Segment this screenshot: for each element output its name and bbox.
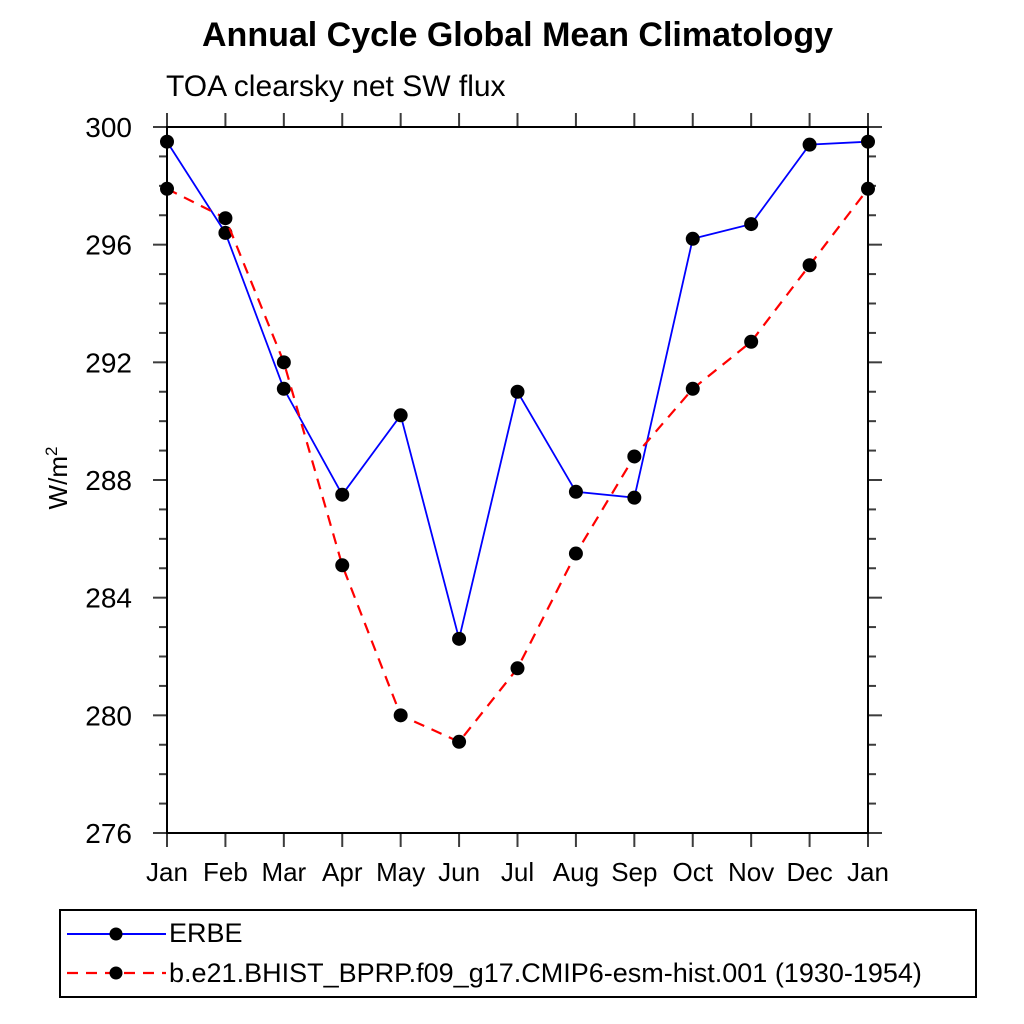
axis-ticks — [153, 113, 882, 847]
x-tick-label: Feb — [203, 857, 248, 887]
y-tick-label: 276 — [85, 818, 132, 849]
data-point-marker — [685, 231, 700, 246]
data-point-marker — [802, 258, 817, 273]
data-point-marker — [160, 181, 174, 196]
x-tick-label: Apr — [322, 857, 363, 887]
data-point-marker — [861, 181, 875, 196]
data-point-marker — [510, 661, 525, 676]
data-point-marker — [568, 484, 583, 499]
legend-item-model: b.e21.BHIST_BPRP.f09_g17.CMIP6-esm-hist.… — [65, 958, 975, 989]
data-point-marker — [276, 355, 291, 370]
dashed-series-line — [166, 187, 869, 744]
data-point-marker — [685, 381, 700, 396]
x-tick-label: Mar — [261, 857, 306, 887]
legend-marker-dot — [109, 966, 123, 980]
x-tick-label: May — [376, 857, 425, 887]
x-tick-labels: Jan Feb Mar Apr May Jun Jul Aug Sep Oct Nov Dec Jan — [146, 857, 889, 887]
y-tick-label: 292 — [85, 347, 132, 378]
series-model — [160, 181, 875, 749]
plot-frame — [166, 126, 869, 834]
legend-label-model: b.e21.BHIST_BPRP.f09_g17.CMIP6-esm-hist.… — [169, 957, 922, 988]
y-tick-label: 288 — [85, 465, 132, 496]
data-point-marker — [452, 631, 467, 646]
data-point-marker — [744, 217, 759, 232]
legend-swatch-model — [67, 966, 166, 980]
y-tick-labels: 276 280 284 288 292 296 300 — [85, 112, 132, 849]
x-tick-label: Jan — [847, 857, 889, 887]
legend-marker-dot — [109, 927, 123, 941]
data-point-marker — [510, 384, 525, 399]
data-point-marker — [218, 211, 233, 226]
x-tick-label: Jun — [438, 857, 480, 887]
x-tick-label: Jul — [501, 857, 534, 887]
data-point-marker — [452, 734, 467, 749]
x-tick-label: Nov — [728, 857, 774, 887]
x-tick-label: Dec — [786, 857, 832, 887]
legend-box: ERBE b.e21.BHIST_BPRP.f09_g17.CMIP6-esm-… — [59, 909, 977, 998]
x-tick-label: Sep — [611, 857, 657, 887]
legend-swatch-erbe — [67, 927, 166, 941]
x-tick-label: Aug — [553, 857, 599, 887]
data-point-marker — [744, 334, 759, 349]
legend-label-erbe: ERBE — [169, 918, 243, 949]
data-point-marker — [627, 490, 642, 505]
chart-title: Annual Cycle Global Mean Climatology — [202, 16, 833, 54]
series-erbe — [160, 134, 875, 646]
data-point-marker — [393, 708, 408, 723]
data-point-marker — [335, 487, 350, 502]
data-point-marker — [276, 381, 291, 396]
data-point-marker — [861, 134, 875, 149]
x-tick-label: Oct — [673, 857, 714, 887]
y-tick-label: 296 — [85, 230, 132, 261]
legend-item-erbe: ERBE — [65, 918, 975, 949]
data-point-marker — [160, 134, 174, 149]
data-point-marker — [335, 558, 350, 573]
data-point-marker — [802, 137, 817, 152]
chart-subtitle: TOA clearsky net SW flux — [166, 70, 506, 103]
data-point-marker — [627, 449, 642, 464]
x-tick-label: Jan — [146, 857, 188, 887]
data-point-marker — [568, 546, 583, 561]
y-tick-label: 284 — [85, 583, 132, 614]
data-point-marker — [393, 408, 408, 423]
y-tick-label: 300 — [85, 112, 132, 143]
y-tick-label: 280 — [85, 700, 132, 731]
